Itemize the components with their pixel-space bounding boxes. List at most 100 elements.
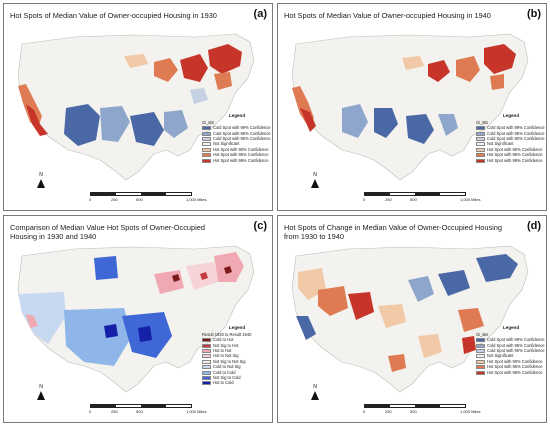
hotspot-map-1940 — [291, 33, 529, 181]
legend-swatch — [202, 338, 211, 343]
scale-label: 0 — [363, 197, 366, 202]
legend-label: Hot Spot with 90% Confidence — [487, 358, 543, 364]
legend-swatch — [202, 343, 211, 348]
panel-tag: (a) — [253, 8, 267, 20]
legend-swatch — [476, 370, 485, 375]
legend-item: Not Sig to Not Sig — [202, 359, 272, 365]
legend-item: Cold to Not Sig — [202, 365, 272, 370]
legend-label: Cold Spot with 99% Confidence — [213, 125, 271, 131]
legend-field: Gi_Bin — [476, 119, 489, 125]
legend-label: Cold to Cold — [213, 369, 236, 375]
legend-label: Hot to Hot — [213, 347, 232, 353]
panel-tag: (d) — [526, 220, 541, 232]
scale-label: 1,000 Miles — [460, 197, 481, 202]
legend-swatch — [202, 359, 211, 364]
north-arrow-icon: N — [36, 384, 46, 400]
legend-label: Cold to Not Sig — [213, 364, 241, 370]
legend-label: Cold Spot with 95% Confidence — [213, 130, 271, 136]
legend-swatch — [476, 136, 485, 141]
legend-swatch — [476, 153, 485, 158]
hotspot-map-1930 — [17, 33, 255, 181]
legend-item: Hot to Cold — [202, 381, 272, 386]
scale-label: 500 — [410, 197, 417, 202]
legend-swatch — [476, 359, 485, 364]
legend-title: Legend — [228, 325, 246, 330]
legend: Legend Gi_Bin Cold Spot with 99% Confide… — [202, 113, 272, 164]
legend-item: Cold Spot with 95% Confidence — [202, 130, 272, 137]
map-panel-b: Hot Spots of Median Value of Owner-occup… — [277, 3, 547, 211]
legend-item: Cold Spot with 90% Confidence — [476, 136, 546, 142]
legend-swatch — [202, 348, 211, 353]
north-arrow-icon: N — [310, 172, 320, 188]
scale-bar: 0 250 500 1,000 Miles — [89, 404, 220, 420]
legend-item: Hot Spot with 99% Confidence — [476, 369, 546, 376]
legend-label: Cold Spot with 90% Confidence — [487, 347, 545, 353]
legend-title: Legend — [502, 325, 520, 330]
north-label: N — [313, 384, 317, 390]
legend-swatch — [202, 354, 211, 359]
legend-label: Hot Spot with 90% Confidence — [213, 146, 269, 152]
scale-bar: 0 250 500 1,000 Miles — [89, 192, 220, 208]
scale-label: 500 — [136, 409, 143, 414]
legend-item: Hot Spot with 95% Confidence — [476, 365, 546, 370]
legend-label: Cold Spot with 90% Confidence — [213, 135, 271, 141]
legend-label: Hot Spot with 95% Confidence — [487, 364, 543, 370]
legend-item: Hot Spot with 99% Confidence — [476, 158, 546, 164]
legend-swatch — [476, 343, 485, 348]
panel-tag: (b) — [526, 8, 541, 20]
legend-swatch — [476, 126, 485, 131]
scale-label: 0 — [363, 409, 366, 414]
scale-label: 250 — [385, 409, 392, 414]
legend-label: Hot Spot with 99% Confidence — [487, 369, 543, 375]
legend-swatch — [202, 147, 211, 152]
scale-label: 500 — [136, 197, 143, 202]
scale-bar: 0 250 500 1,000 Miles — [363, 404, 494, 420]
legend-item: Cold to Hot — [202, 338, 272, 343]
legend-label: Cold Spot with 95% Confidence — [487, 342, 545, 348]
legend-label: Cold Spot with 95% Confidence — [487, 130, 545, 136]
panel-tag: (c) — [253, 220, 267, 232]
legend-label: Hot to Cold — [213, 380, 234, 386]
scale-label: 250 — [385, 197, 392, 202]
legend-swatch — [476, 354, 485, 359]
legend-field: Gi_Bin — [202, 119, 215, 125]
legend-swatch — [476, 131, 485, 136]
legend-swatch — [202, 131, 211, 136]
north-label: N — [313, 172, 317, 178]
legend-item: Cold Spot with 95% Confidence — [476, 130, 546, 137]
north-label: N — [39, 384, 43, 390]
legend-label: Not Sig to Hot — [213, 342, 239, 348]
legend-swatch — [476, 158, 485, 163]
legend-swatch — [202, 153, 211, 158]
legend-item: Cold Spot with 90% Confidence — [476, 347, 546, 354]
legend-item: Hot Spot with 90% Confidence — [202, 146, 272, 153]
legend-label: Not Significant — [487, 353, 514, 359]
legend-label: Cold Spot with 99% Confidence — [487, 125, 545, 131]
legend-title: Legend — [502, 113, 520, 118]
legend: Legend Gi_Bin Cold Spot with 99% Confide… — [476, 113, 546, 164]
legend-item: Hot Spot with 90% Confidence — [476, 146, 546, 153]
legend-field: Result 1930 to Result 1940 — [202, 331, 252, 337]
legend-swatch — [202, 158, 211, 163]
legend-item: Cold Spot with 99% Confidence — [476, 338, 546, 343]
scale-label: 1,000 Miles — [186, 409, 207, 414]
legend-item: Hot Spot with 99% Confidence — [202, 157, 272, 164]
panel-title: Hot Spots of Change in Median Value of O… — [284, 223, 503, 241]
legend-swatch — [202, 136, 211, 141]
legend-swatch — [202, 375, 211, 380]
legend: Legend Result 1930 to Result 1940 Cold t… — [202, 325, 272, 387]
map-panel-d: Hot Spots of Change in Median Value of O… — [277, 215, 547, 423]
legend-label: Hot Spot with 99% Confidence — [213, 157, 269, 163]
legend-label: Hot Spot with 90% Confidence — [487, 146, 543, 152]
scale-label: 0 — [89, 197, 92, 202]
legend-item: Not Significant — [202, 142, 272, 147]
legend-item: Hot to Not Sig — [202, 354, 272, 359]
legend-item: Hot Spot with 95% Confidence — [202, 153, 272, 158]
legend-item: Cold Spot with 99% Confidence — [476, 126, 546, 131]
legend-item: Not Significant — [476, 142, 546, 147]
scale-label: 250 — [111, 409, 118, 414]
legend-label: Hot Spot with 95% Confidence — [487, 152, 543, 158]
north-arrow-icon: N — [310, 384, 320, 400]
legend-swatch — [476, 365, 485, 370]
legend-swatch — [202, 370, 211, 375]
